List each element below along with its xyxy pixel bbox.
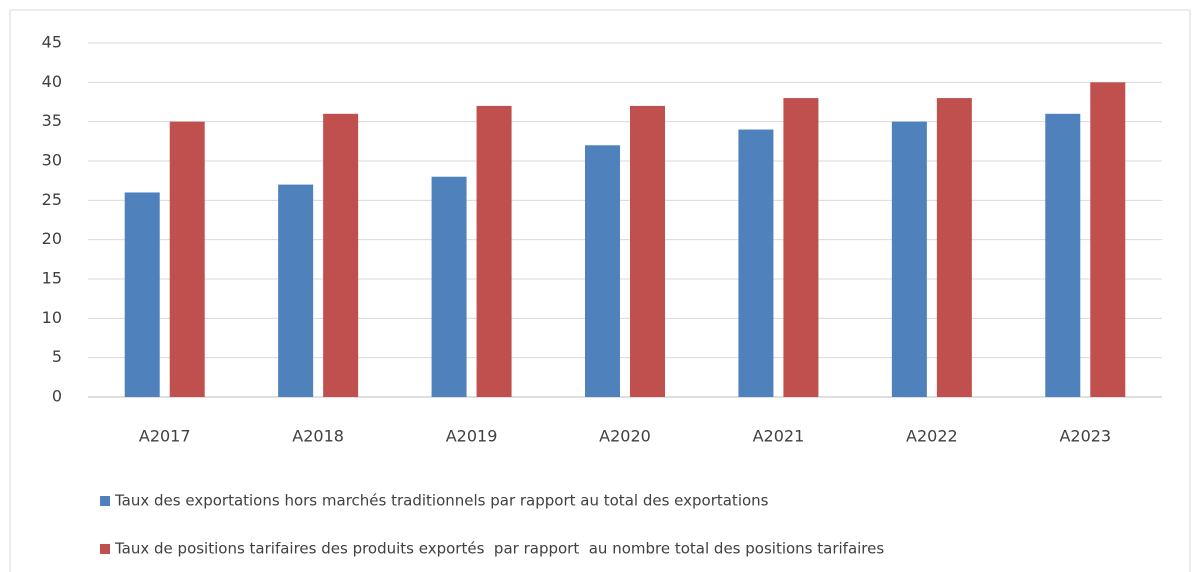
y-tick-label: 30 <box>42 151 62 170</box>
bar <box>738 129 774 398</box>
legend-label: Taux de positions tarifaires des produit… <box>114 540 884 558</box>
y-tick-label: 0 <box>52 387 62 406</box>
bar <box>936 98 972 398</box>
legend-swatch <box>100 544 110 554</box>
y-tick-label: 35 <box>42 111 62 130</box>
bar <box>891 121 927 398</box>
y-tick-label: 10 <box>42 308 62 327</box>
x-tick-label: A2021 <box>753 427 805 446</box>
bar <box>124 192 160 397</box>
x-tick-label: A2020 <box>599 427 651 446</box>
bar <box>630 105 665 397</box>
chart-border <box>9 9 1191 572</box>
x-tick-label: A2017 <box>139 427 191 446</box>
y-tick-label: 20 <box>42 229 62 248</box>
bar <box>1045 113 1081 398</box>
bar <box>431 176 467 397</box>
y-tick-label: 45 <box>42 33 62 52</box>
bar <box>476 105 512 397</box>
y-tick-label: 25 <box>42 190 62 209</box>
bar <box>585 145 620 397</box>
bar <box>323 113 359 398</box>
y-tick-label: 5 <box>52 347 62 366</box>
legend-swatch <box>100 496 110 506</box>
bar <box>1090 82 1126 397</box>
bar <box>783 98 819 398</box>
y-tick-label: 15 <box>42 269 62 288</box>
x-tick-label: A2022 <box>906 427 958 446</box>
x-tick-label: A2018 <box>292 427 344 446</box>
y-tick-label: 40 <box>42 72 62 91</box>
x-tick-label: A2019 <box>446 427 498 446</box>
x-tick-label: A2023 <box>1059 427 1111 446</box>
bar <box>278 184 314 397</box>
bar <box>169 121 205 398</box>
legend-label: Taux des exportations hors marchés tradi… <box>114 492 769 510</box>
